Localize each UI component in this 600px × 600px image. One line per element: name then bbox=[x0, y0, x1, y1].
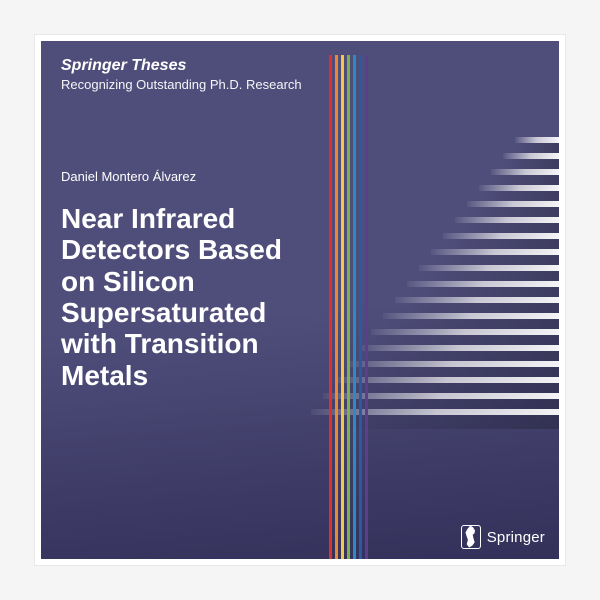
stair-step bbox=[515, 137, 559, 143]
stair-step bbox=[431, 249, 559, 255]
stair-step bbox=[479, 185, 559, 191]
stair-step bbox=[407, 281, 559, 287]
series-header: Springer Theses Recognizing Outstanding … bbox=[41, 41, 559, 102]
stair-step bbox=[503, 153, 559, 159]
stair-step bbox=[395, 297, 559, 303]
book-cover: Springer Theses Recognizing Outstanding … bbox=[41, 41, 559, 559]
accent-stripe bbox=[359, 55, 362, 559]
accent-stripe bbox=[353, 55, 356, 559]
stair-step bbox=[467, 201, 559, 207]
stair-step bbox=[359, 345, 559, 351]
accent-stripe bbox=[365, 55, 368, 559]
book-title: Near Infrared Detectors Based on Silicon… bbox=[61, 203, 319, 391]
springer-horse-icon bbox=[461, 525, 481, 549]
accent-stripe bbox=[329, 55, 332, 559]
cover-frame: Springer Theses Recognizing Outstanding … bbox=[35, 35, 565, 565]
publisher-name: Springer bbox=[487, 529, 545, 546]
stair-step bbox=[335, 377, 559, 383]
stair-step bbox=[491, 169, 559, 175]
accent-stripe bbox=[335, 55, 338, 559]
stair-step bbox=[383, 313, 559, 319]
stair-step bbox=[347, 361, 559, 367]
accent-stripe bbox=[347, 55, 350, 559]
stair-step bbox=[455, 217, 559, 223]
accent-stripe bbox=[341, 55, 344, 559]
series-title: Springer Theses bbox=[61, 57, 539, 75]
publisher-block: Springer bbox=[461, 525, 545, 549]
stair-step bbox=[419, 265, 559, 271]
staircase-graphic bbox=[299, 137, 559, 445]
series-subtitle: Recognizing Outstanding Ph.D. Research bbox=[61, 77, 539, 92]
author-name: Daniel Montero Álvarez bbox=[61, 169, 196, 184]
stair-step bbox=[443, 233, 559, 239]
stair-step bbox=[371, 329, 559, 335]
